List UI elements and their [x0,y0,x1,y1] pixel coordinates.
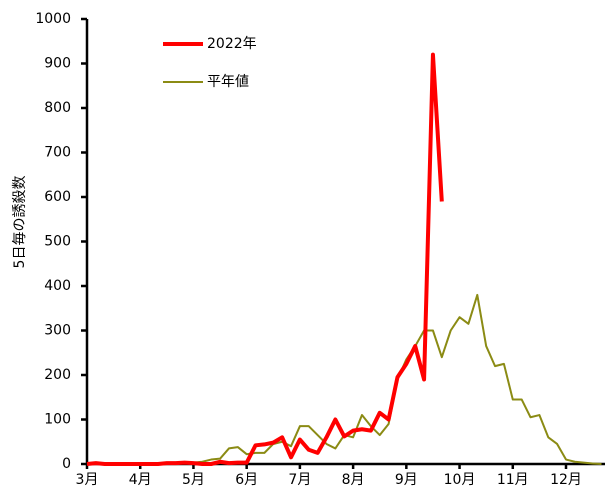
x-tick-label: 8月 [342,472,365,488]
y-tick-label: 200 [44,367,71,383]
legend-label: 平年値 [207,74,249,90]
y-tick-label: 800 [44,100,71,116]
x-tick-label: 11月 [497,472,529,488]
x-tick-label: 3月 [76,472,99,488]
y-tick-label: 100 [44,412,71,428]
y-tick-label: 400 [44,278,71,294]
x-tick-label: 7月 [288,472,311,488]
x-tick-label: 4月 [129,472,152,488]
x-tick-label: 6月 [235,472,258,488]
y-tick-label: 0 [62,456,71,472]
y-tick-label: 900 [44,56,71,72]
y-axis-label: 5日毎の誘殺数 [12,176,28,269]
series-line [86,52,444,466]
x-tick-label: 5月 [182,472,205,488]
series-line [87,293,602,465]
x-tick-label: 12月 [550,472,582,488]
y-tick-label: 600 [44,189,71,205]
y-tick-label: 500 [44,234,71,250]
y-tick-label: 300 [44,323,71,339]
y-tick-label: 700 [44,145,71,161]
legend-label: 2022年 [207,36,257,52]
x-tick-label: 9月 [395,472,418,488]
x-tick-label: 10月 [444,472,476,488]
y-tick-label: 1000 [35,11,71,27]
